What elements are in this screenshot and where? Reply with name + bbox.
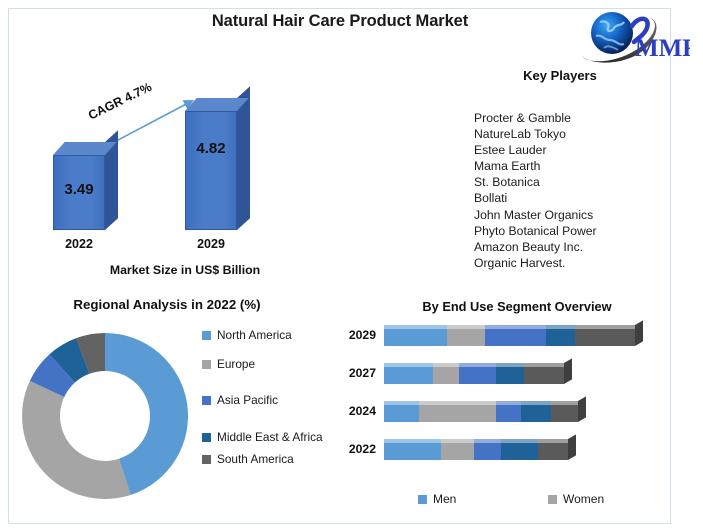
bar-value-label: 3.49 xyxy=(64,181,94,198)
stack-segment-men xyxy=(384,325,447,346)
stack-segment-3 xyxy=(474,439,501,460)
stack-segment-4 xyxy=(496,363,524,384)
legend-label: Men xyxy=(433,492,457,506)
key-player-item: Procter & Gamble xyxy=(474,111,571,125)
stack-segment-4 xyxy=(546,325,575,346)
donut-slice-asia-pacific xyxy=(29,354,75,397)
legend-label: Middle East & Africa xyxy=(217,429,323,444)
stack-segment-3 xyxy=(485,325,546,346)
stack-category-label: 2027 xyxy=(348,366,376,380)
legend-item-north-america: North America xyxy=(202,328,332,343)
donut-slice-south-america xyxy=(76,333,105,374)
legend-label: Women xyxy=(563,492,605,506)
legend-label: North America xyxy=(217,328,292,342)
regional-analysis-donut xyxy=(16,327,194,505)
bar-front-face xyxy=(185,111,237,230)
key-player-item: John Master Organics xyxy=(474,207,594,222)
stack-segment-5 xyxy=(538,439,568,460)
stack-segment-women xyxy=(419,401,496,422)
regional-analysis-legend: North America Europe Asia Pacific Middle… xyxy=(202,328,332,481)
stack-row-2024: 2024 xyxy=(336,396,686,434)
key-player-item: Organic Harvest. xyxy=(474,255,566,270)
stack-segment-men xyxy=(384,363,433,384)
stack-bar xyxy=(384,320,643,346)
legend-label: South America xyxy=(217,452,294,466)
logo-swoosh-icon xyxy=(582,18,657,63)
key-player-item: Mama Earth xyxy=(474,159,541,174)
stack-bar xyxy=(384,396,586,422)
stack-segment-3 xyxy=(459,363,496,384)
stack-segment-3 xyxy=(496,401,521,422)
stack-segment-women xyxy=(447,325,485,346)
legend-swatch-icon xyxy=(548,494,557,504)
donut-slice-north-america xyxy=(105,333,189,495)
logo-hook-icon xyxy=(629,16,650,45)
key-players-list: Procter & Gamble NatureLab Tokyo Estee L… xyxy=(474,110,694,271)
mmr-logo: MMR xyxy=(580,8,701,66)
stack-segment-4 xyxy=(521,401,551,422)
legend-item-europe: Europe xyxy=(202,357,332,372)
stack-category-label: 2024 xyxy=(348,404,376,418)
stack-row-2027: 2027 xyxy=(336,358,686,396)
end-use-segment-legend: Men Women xyxy=(418,492,648,506)
market-size-column-chart: 3.49 2022 4.82 2029 xyxy=(40,85,340,285)
bar-category-label: 2029 xyxy=(197,237,225,251)
legend-item-women: Women xyxy=(548,492,604,506)
bar-front-face xyxy=(53,155,105,230)
stack-segment-men xyxy=(384,439,441,460)
legend-swatch-icon xyxy=(202,396,211,405)
end-use-segment-chart: 2029 2027 2024 xyxy=(336,320,686,480)
legend-item-men: Men xyxy=(418,492,548,506)
bar-value-label: 4.82 xyxy=(196,140,226,157)
regional-analysis-title: Regional Analysis in 2022 (%) xyxy=(73,297,261,312)
stack-bar-endcap xyxy=(578,396,586,422)
legend-swatch-icon xyxy=(202,432,211,442)
key-player-item: Bollati xyxy=(474,191,508,206)
stack-segment-women xyxy=(433,363,459,384)
stack-bar-endcap xyxy=(568,434,576,460)
stack-segment-5 xyxy=(524,363,564,384)
stack-segment-4 xyxy=(501,439,538,460)
stack-segment-5 xyxy=(551,401,578,422)
legend-swatch-icon xyxy=(202,359,211,369)
legend-swatch-icon xyxy=(202,331,211,340)
stack-segment-women xyxy=(441,439,474,460)
stack-bar-endcap xyxy=(635,320,643,346)
key-player-item: Estee Lauder xyxy=(474,143,547,158)
legend-item-south-america: South America xyxy=(202,452,332,467)
stack-bar-endcap xyxy=(564,358,572,384)
stack-category-label: 2022 xyxy=(348,442,376,456)
donut-slice-europe xyxy=(22,380,131,499)
key-players-heading: Key Players xyxy=(523,68,597,83)
key-player-item: Amazon Beauty Inc. xyxy=(474,239,584,254)
stack-row-2022: 2022 xyxy=(336,434,686,472)
stack-category-label: 2029 xyxy=(348,328,376,342)
legend-swatch-icon xyxy=(418,494,427,504)
logo-text: MMR xyxy=(635,35,690,62)
stack-segment-men xyxy=(384,401,419,422)
legend-item-middle-east-africa: Middle East & Africa xyxy=(202,430,332,445)
bar-category-label: 2022 xyxy=(65,237,93,251)
key-player-item: Phyto Botanical Power xyxy=(474,223,597,238)
stack-row-2029: 2029 xyxy=(336,320,686,358)
key-player-item: St. Botanica xyxy=(474,175,540,190)
stack-segment-5 xyxy=(575,325,635,346)
legend-label: Europe xyxy=(217,356,256,371)
stack-bar xyxy=(384,434,576,460)
legend-swatch-icon xyxy=(202,455,211,464)
column-bar-2022: 3.49 xyxy=(53,85,118,230)
key-player-item: NatureLab Tokyo xyxy=(474,127,566,142)
page-title: Natural Hair Care Product Market xyxy=(211,12,469,30)
column-bar-2029: 4.82 xyxy=(185,85,250,231)
market-size-caption: Market Size in US$ Billion xyxy=(109,263,261,277)
legend-item-asia-pacific: Asia Pacific xyxy=(202,393,332,408)
stack-bar xyxy=(384,358,572,384)
legend-label: Asia Pacific xyxy=(217,393,278,407)
donut-slice-middle-east-africa xyxy=(49,338,90,383)
end-use-segment-title: By End Use Segment Overview xyxy=(422,299,612,314)
